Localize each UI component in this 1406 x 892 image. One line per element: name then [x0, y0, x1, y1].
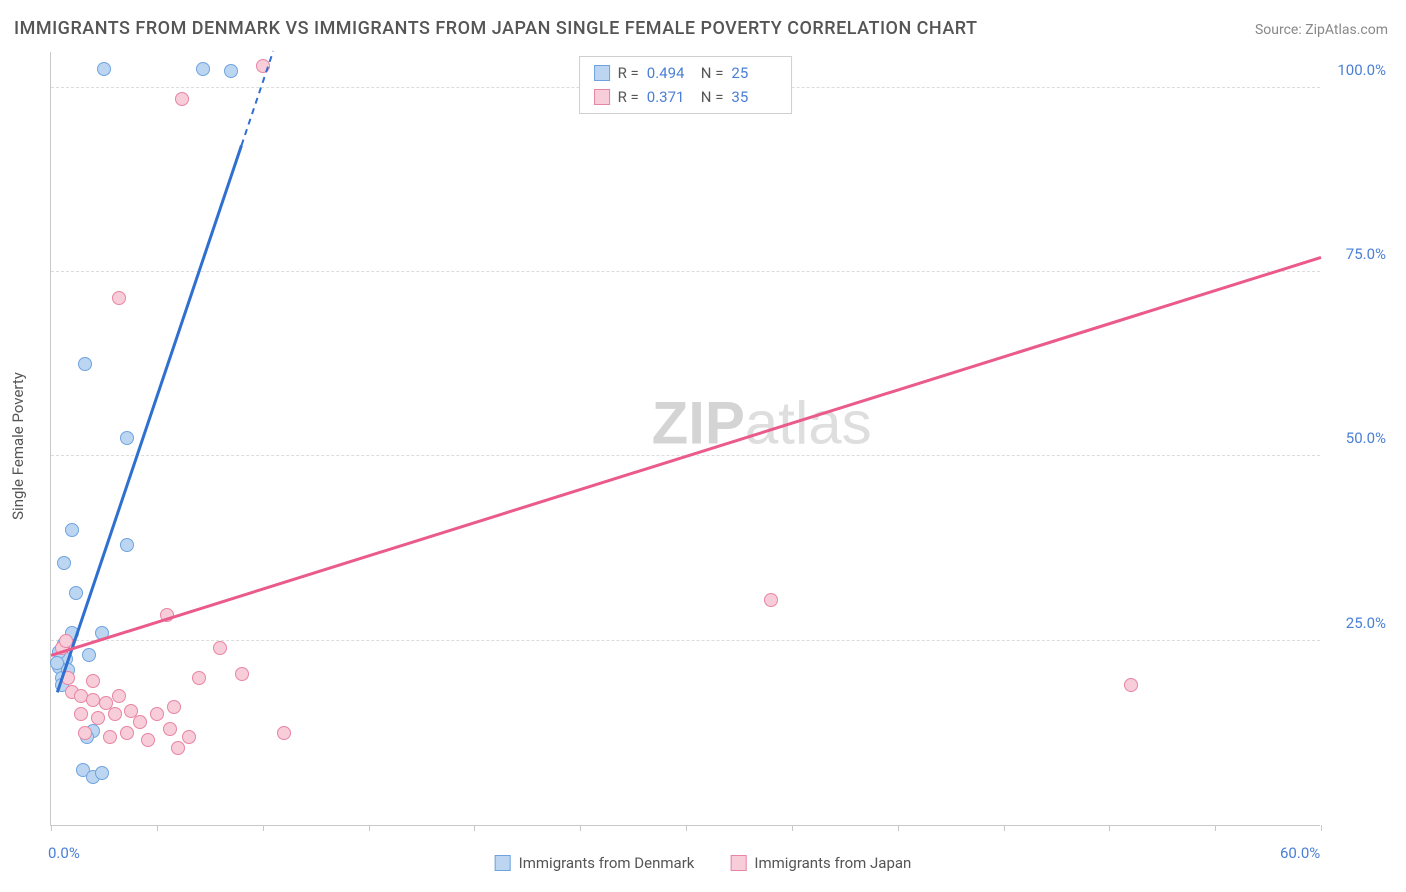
y-tick-label: 25.0%	[1330, 614, 1386, 632]
legend-label-japan: Immigrants from Japan	[754, 854, 911, 872]
legend-label-denmark: Immigrants from Denmark	[519, 854, 695, 872]
stat-r-denmark: 0.494	[647, 61, 693, 85]
x-tick	[1004, 825, 1005, 831]
stat-n-denmark: 25	[731, 61, 777, 85]
legend-stats-box: R = 0.494 N = 25 R = 0.371 N = 35	[579, 56, 793, 114]
plot-area: ZIPatlas R = 0.494 N = 25 R = 0.371 N = …	[50, 52, 1320, 826]
x-tick-label-max: 60.0%	[1280, 844, 1320, 862]
x-tick	[898, 825, 899, 831]
legend-item-denmark: Immigrants from Denmark	[495, 854, 695, 872]
x-tick	[369, 825, 370, 831]
x-tick	[51, 825, 52, 831]
x-tick-label-min: 0.0%	[48, 844, 80, 862]
y-tick-label: 50.0%	[1330, 429, 1386, 447]
x-tick	[157, 825, 158, 831]
x-tick	[792, 825, 793, 831]
x-tick	[1109, 825, 1110, 831]
legend-stats-row-denmark: R = 0.494 N = 25	[594, 61, 778, 85]
stat-n-label: N =	[701, 61, 724, 85]
swatch-japan	[594, 89, 610, 105]
swatch-denmark	[594, 65, 610, 81]
x-tick	[1321, 825, 1322, 831]
stat-r-label: R =	[618, 61, 639, 85]
x-tick	[474, 825, 475, 831]
legend-item-japan: Immigrants from Japan	[730, 854, 911, 872]
swatch-japan	[730, 855, 746, 871]
stat-r-label: R =	[618, 85, 639, 109]
chart-title: IMMIGRANTS FROM DENMARK VS IMMIGRANTS FR…	[14, 18, 978, 39]
stat-n-label: N =	[701, 85, 724, 109]
x-tick	[263, 825, 264, 831]
legend-stats-row-japan: R = 0.371 N = 35	[594, 85, 778, 109]
y-tick-label: 100.0%	[1330, 61, 1386, 79]
trend-lines	[51, 51, 1321, 825]
x-tick	[1215, 825, 1216, 831]
y-axis-title: Single Female Poverty	[9, 372, 27, 520]
source-label: Source: ZipAtlas.com	[1255, 22, 1388, 38]
stat-n-japan: 35	[731, 85, 777, 109]
swatch-denmark	[495, 855, 511, 871]
x-tick	[686, 825, 687, 831]
legend-series: Immigrants from Denmark Immigrants from …	[495, 854, 912, 872]
x-tick	[580, 825, 581, 831]
stat-r-japan: 0.371	[647, 85, 693, 109]
y-tick-label: 75.0%	[1330, 245, 1386, 263]
